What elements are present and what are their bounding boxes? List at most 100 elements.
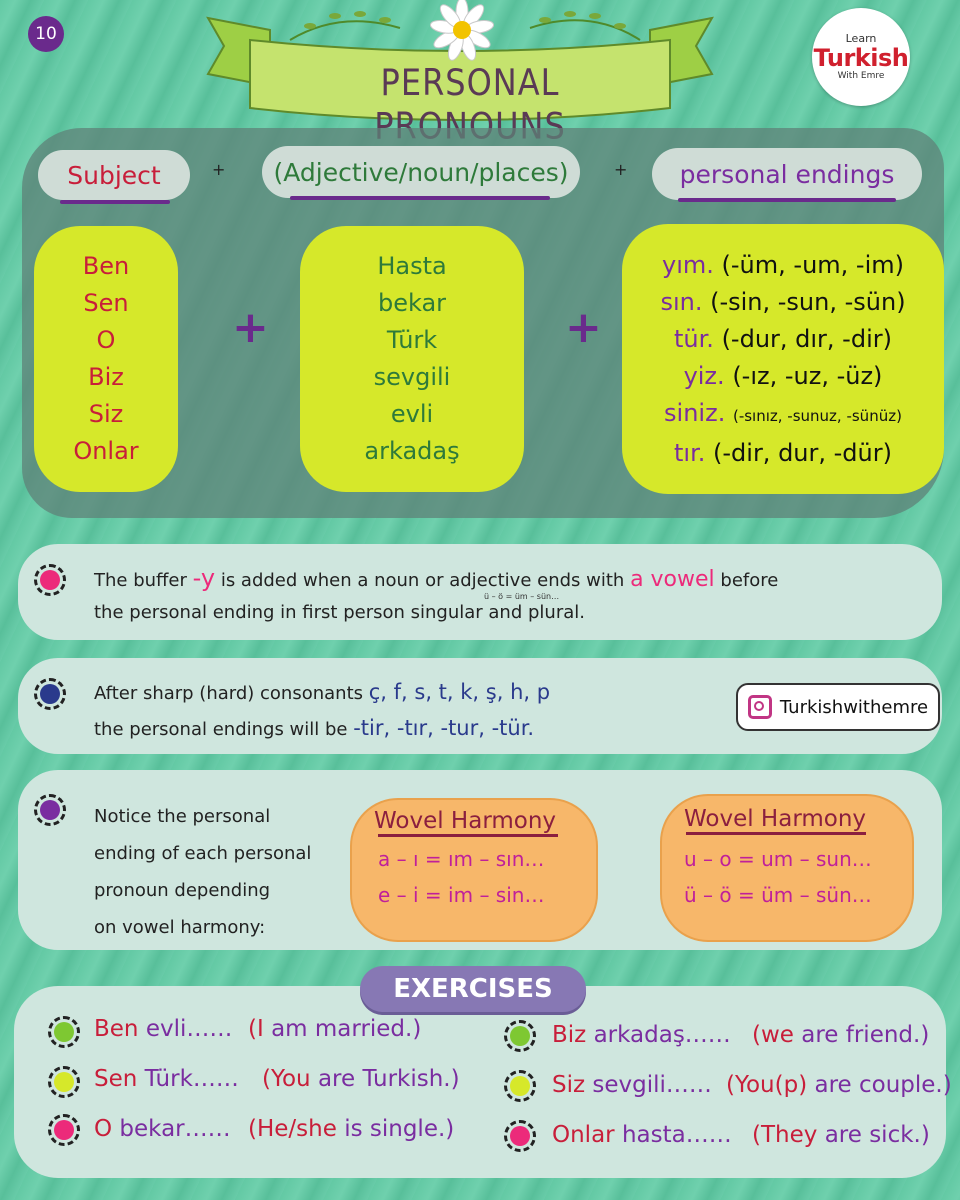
pronoun-5: Siz	[88, 400, 124, 428]
big-plus-1: +	[232, 302, 269, 353]
exercise-4-bullet-icon	[504, 1020, 536, 1052]
endings-label: personal endings	[679, 159, 895, 189]
ending-row-1: yım. (-üm, -um, -im)	[662, 247, 904, 284]
harmony-note-line1: Notice the personal	[94, 806, 271, 827]
ending-variants-1: (-üm, -um, -im)	[721, 250, 904, 279]
exercise-1-bullet-icon	[48, 1016, 80, 1048]
exercises-panel	[14, 986, 946, 1178]
exercises-title: EXERCISES	[360, 966, 586, 1012]
hard-endings: -tir, -tır, -tur, -tür.	[353, 716, 535, 740]
ending-row-2: sın. (-sin, -sun, -sün)	[660, 284, 905, 321]
navy-bullet-icon	[34, 678, 66, 710]
exercise-6-translation: (They are sick.)	[752, 1122, 930, 1148]
consonant-note-line1: After sharp (hard) consonants ç, f, s, t…	[94, 680, 551, 704]
harmony-note-text: Notice the personal ending of each perso…	[94, 798, 311, 946]
pronoun-4: Biz	[88, 363, 124, 391]
endings-pill: personal endings	[652, 148, 922, 200]
instagram-icon	[747, 695, 772, 719]
subject-label: Subject	[67, 160, 161, 190]
ending-variants-3: (-dur, dır, -dir)	[721, 324, 892, 353]
exercise-2: Sen Türk……	[94, 1066, 239, 1092]
buffer-note-line1: The buffer -y is added when a noun or ad…	[94, 564, 779, 592]
endings-underline	[678, 198, 896, 202]
word-1: Hasta	[377, 252, 447, 280]
exercise-6-bullet-icon	[504, 1120, 536, 1152]
exercise-5-bullet-icon	[504, 1070, 536, 1102]
ending-suffix-3: tür.	[674, 324, 714, 353]
instagram-handle[interactable]: Turkishwithemre	[736, 683, 940, 731]
exercise-3-bullet-icon	[48, 1114, 80, 1146]
logo-line1: Learn	[845, 32, 877, 45]
buffer-note-panel	[18, 544, 942, 640]
exercise-6: Onlar hasta……	[552, 1122, 732, 1148]
pronoun-6: Onlar	[73, 437, 139, 465]
title-banner	[206, 0, 714, 121]
word-4: sevgili	[373, 363, 451, 391]
exercise-5: Siz sevgili……	[552, 1072, 712, 1098]
endings-box: yım. (-üm, -um, -im) sın. (-sin, -sun, -…	[622, 224, 944, 494]
middle-underline	[290, 196, 550, 200]
pronoun-2: Sen	[83, 289, 129, 317]
exercise-1: Ben evli……	[94, 1016, 233, 1042]
subject-underline	[60, 200, 170, 204]
plus-sign-1: +	[212, 160, 226, 179]
harmony-box-1-line2: e – i = im – sin…	[378, 883, 545, 907]
ending-row-5: siniz. (-sınız, -sunuz, -sünüz)	[664, 395, 902, 435]
purple-bullet-icon	[34, 794, 66, 826]
ending-row-3: tür. (-dur, dır, -dir)	[674, 321, 892, 358]
harmony-box-2: Wovel Harmony u – o = um – sun… ü – ö = …	[660, 794, 914, 942]
exercise-4-translation: (we are friend.)	[752, 1022, 930, 1048]
ending-variants-5: (-sınız, -sunuz, -sünüz)	[732, 406, 902, 425]
pronoun-box: Ben Sen O Biz Siz Onlar	[34, 226, 178, 492]
ending-suffix-2: sın.	[660, 287, 703, 316]
middle-label: (Adjective/noun/places)	[273, 157, 569, 187]
instagram-label: Turkishwithemre	[779, 696, 929, 718]
harmony-box-1: Wovel Harmony a – ı = ım – sın… e – i = …	[350, 798, 598, 942]
exercise-3: O bekar……	[94, 1116, 231, 1142]
ending-suffix-1: yım.	[662, 250, 714, 279]
logo-line2: Turkish	[813, 44, 909, 72]
big-plus-2: +	[565, 302, 602, 353]
exercise-5-translation: (You(p) are couple.)	[726, 1072, 952, 1098]
harmony-box-1-title: Wovel Harmony	[374, 808, 557, 834]
word-5: evli	[390, 400, 434, 428]
ending-variants-2: (-sin, -sun, -sün)	[710, 287, 906, 316]
pronoun-1: Ben	[82, 252, 130, 280]
exercise-1-translation: (I am married.)	[248, 1016, 422, 1042]
plus-sign-2: +	[614, 160, 628, 179]
tiny-harmony-note: ü – ö = üm – sün…	[484, 592, 560, 601]
word-6: arkadaş	[364, 437, 460, 465]
harmony-note-line3: pronoun depending	[94, 880, 271, 901]
middle-pill: (Adjective/noun/places)	[262, 146, 580, 198]
exercise-2-bullet-icon	[48, 1066, 80, 1098]
a-vowel: a vowel	[630, 567, 715, 592]
ending-row-4: yiz. (-ız, -uz, -üz)	[684, 358, 883, 395]
sharp-consonants: ç, f, s, t, k, ş, h, p	[368, 680, 551, 704]
consonant-note-line2: the personal endings will be -tir, -tır,…	[94, 716, 535, 740]
ending-variants-6: (-dir, dur, -dür)	[713, 438, 892, 467]
harmony-box-1-line1: a – ı = ım – sın…	[378, 847, 545, 871]
harmony-note-line4: on vowel harmony:	[94, 917, 266, 938]
page-number: 10	[28, 16, 64, 52]
exercise-4: Biz arkadaş……	[552, 1022, 731, 1048]
logo-line3: With Emre	[837, 71, 885, 81]
pronoun-3: O	[96, 326, 116, 354]
harmony-note-line2: ending of each personal	[94, 843, 312, 864]
pink-bullet-icon	[34, 564, 66, 596]
ending-suffix-6: tır.	[674, 438, 706, 467]
buffer-note-line2: the personal ending in first person sing…	[94, 602, 585, 623]
harmony-box-2-line1: u – o = um – sun…	[684, 847, 872, 871]
exercise-2-translation: (You are Turkish.)	[262, 1066, 460, 1092]
word-3: Türk	[386, 326, 438, 354]
logo: Learn Turkish With Emre	[812, 8, 910, 106]
ending-row-6: tır. (-dir, dur, -dür)	[674, 435, 892, 472]
ending-suffix-5: siniz.	[664, 398, 726, 427]
subject-pill: Subject	[38, 150, 190, 200]
ending-variants-4: (-ız, -uz, -üz)	[732, 361, 883, 390]
harmony-box-2-title: Wovel Harmony	[684, 806, 867, 832]
exercise-3-translation: (He/she is single.)	[248, 1116, 455, 1142]
word-box: Hasta bekar Türk sevgili evli arkadaş	[300, 226, 524, 492]
buffer-y: -y	[192, 564, 216, 592]
word-2: bekar	[377, 289, 447, 317]
harmony-box-2-line2: ü – ö = üm – sün…	[684, 883, 872, 907]
